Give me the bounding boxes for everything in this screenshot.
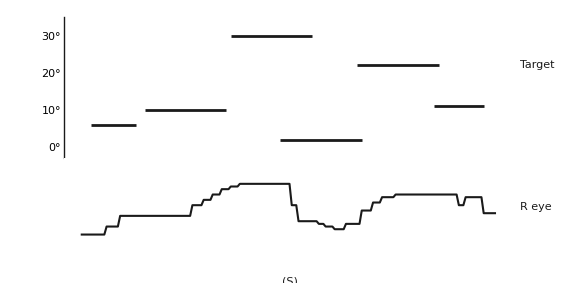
Text: Target: Target [520,60,554,70]
Text: R eye: R eye [520,202,551,212]
Text: (S): (S) [281,276,298,283]
Text: C: C [18,0,28,3]
